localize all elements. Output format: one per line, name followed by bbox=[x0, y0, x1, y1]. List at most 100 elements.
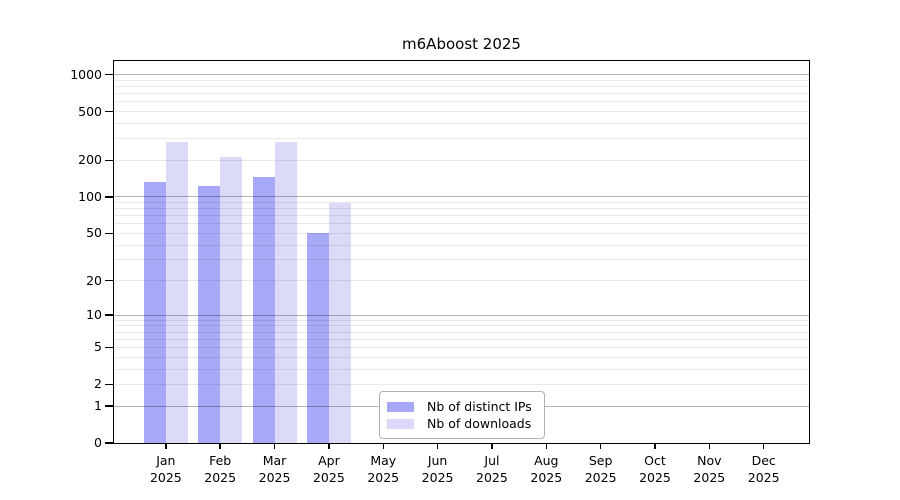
gridline-minor-7 bbox=[114, 331, 809, 333]
gridline-minor-2 bbox=[114, 383, 809, 385]
gridlines-layer bbox=[114, 61, 809, 443]
x-tick-mark-jun bbox=[436, 444, 439, 449]
x-tick-label-year: 2025 bbox=[476, 470, 508, 485]
gridline-minor-300 bbox=[114, 138, 809, 140]
y-tick-mark-500 bbox=[105, 110, 113, 113]
y-tick-label-500: 500 bbox=[78, 103, 102, 119]
chart-title: m6Aboost 2025 bbox=[402, 35, 521, 53]
gridline-minor-30 bbox=[114, 259, 809, 261]
x-tick-mark-feb bbox=[219, 444, 221, 449]
gridline-minor-5 bbox=[114, 346, 809, 348]
gridline-minor-40 bbox=[114, 244, 809, 246]
bar-downloads-feb bbox=[220, 156, 243, 443]
y-tick-mark-20 bbox=[105, 279, 113, 282]
gridline-minor-700 bbox=[114, 93, 809, 95]
gridline-minor-4 bbox=[114, 356, 809, 358]
gridline-major-100 bbox=[114, 196, 809, 198]
x-tick-label-aug: Aug 2025 bbox=[504, 452, 588, 486]
x-tick-label-year: 2025 bbox=[204, 470, 237, 485]
gridline-minor-80 bbox=[114, 208, 809, 210]
y-tick-mark-2 bbox=[105, 383, 113, 386]
y-tick-label-200: 200 bbox=[78, 152, 102, 168]
x-tick-label-year: 2025 bbox=[530, 470, 563, 485]
y-tick-label-5: 5 bbox=[94, 339, 102, 355]
x-tick-label-month: Apr bbox=[318, 453, 340, 468]
gridline-minor-500 bbox=[114, 111, 809, 113]
gridline-minor-6 bbox=[114, 338, 809, 340]
gridline-major-1000 bbox=[114, 74, 809, 76]
bar-downloads-apr bbox=[328, 202, 351, 443]
gridline-major-10 bbox=[114, 314, 809, 316]
bar-distinct-ips-mar bbox=[252, 176, 275, 443]
gridline-minor-50 bbox=[114, 232, 809, 234]
x-tick-label-year: 2025 bbox=[367, 470, 400, 485]
legend-label-distinct-ips: Nb of distinct IPs bbox=[427, 399, 532, 414]
x-tick-mark-jan bbox=[165, 444, 167, 449]
x-tick-label-month: Nov bbox=[697, 453, 722, 468]
x-tick-mark-mar bbox=[273, 444, 276, 449]
x-tick-label-year: 2025 bbox=[747, 470, 780, 485]
y-tick-mark-1000 bbox=[105, 73, 113, 76]
x-tick-mark-oct bbox=[654, 444, 656, 449]
legend-label-downloads: Nb of downloads bbox=[427, 416, 532, 431]
x-tick-mark-nov bbox=[708, 444, 711, 449]
gridline-minor-8 bbox=[114, 325, 809, 327]
legend-row-downloads: Nb of downloads bbox=[387, 415, 536, 432]
x-tick-mark-dec bbox=[762, 444, 765, 449]
x-tick-mark-apr bbox=[328, 444, 330, 449]
x-tick-label-year: 2025 bbox=[421, 470, 454, 485]
x-tick-mark-aug bbox=[545, 444, 547, 449]
x-tick-label-month: Oct bbox=[644, 453, 666, 468]
x-tick-label-apr: Apr 2025 bbox=[287, 452, 371, 486]
x-tick-mark-jul bbox=[491, 444, 493, 449]
y-tick-label-20: 20 bbox=[86, 272, 102, 288]
gridline-minor-900 bbox=[114, 79, 809, 81]
gridline-minor-20 bbox=[114, 280, 809, 282]
x-tick-label-nov: Nov 2025 bbox=[667, 452, 751, 486]
gridline-minor-600 bbox=[114, 101, 809, 103]
x-tick-label-year: 2025 bbox=[149, 470, 182, 485]
x-tick-label-month: Jan bbox=[156, 453, 176, 468]
gridline-minor-800 bbox=[114, 86, 809, 88]
plot-area: Nb of distinct IPs Nb of downloads bbox=[113, 60, 810, 444]
y-tick-label-10: 10 bbox=[86, 307, 102, 323]
legend: Nb of distinct IPs Nb of downloads bbox=[379, 391, 545, 439]
gridline-minor-60 bbox=[114, 223, 809, 225]
gridline-minor-3 bbox=[114, 368, 809, 370]
bar-downloads-mar bbox=[274, 142, 297, 443]
x-tick-label-sep: Sep 2025 bbox=[559, 452, 643, 486]
gridline-minor-9 bbox=[114, 319, 809, 321]
x-tick-label-oct: Oct 2025 bbox=[613, 452, 697, 486]
x-tick-label-month: Jul bbox=[484, 453, 500, 468]
x-tick-label-jan: Jan 2025 bbox=[124, 452, 208, 486]
y-tick-mark-50 bbox=[105, 232, 113, 235]
x-tick-label-year: 2025 bbox=[639, 470, 671, 485]
bar-downloads-jan bbox=[165, 142, 188, 443]
x-tick-label-month: Jun bbox=[427, 453, 448, 468]
x-tick-label-year: 2025 bbox=[693, 470, 726, 485]
y-tick-mark-100 bbox=[105, 196, 113, 198]
y-tick-mark-10 bbox=[105, 314, 113, 316]
x-tick-label-jul: Jul 2025 bbox=[450, 452, 534, 486]
y-tick-mark-200 bbox=[105, 159, 113, 161]
x-tick-label-month: Dec bbox=[751, 453, 776, 468]
bars-layer bbox=[114, 61, 809, 443]
y-tick-mark-1 bbox=[105, 405, 113, 407]
y-tick-mark-5 bbox=[105, 346, 113, 349]
y-tick-label-1: 1 bbox=[94, 398, 102, 414]
x-tick-label-month: May bbox=[370, 453, 397, 468]
x-tick-label-dec: Dec 2025 bbox=[722, 452, 806, 486]
gridline-minor-200 bbox=[114, 159, 809, 161]
x-tick-label-jun: Jun 2025 bbox=[396, 452, 480, 486]
gridline-minor-400 bbox=[114, 122, 809, 124]
gridline-minor-90 bbox=[114, 201, 809, 203]
x-tick-label-may: May 2025 bbox=[341, 452, 425, 486]
x-tick-label-month: Sep bbox=[588, 453, 613, 468]
y-tick-label-100: 100 bbox=[78, 188, 102, 204]
legend-row-distinct-ips: Nb of distinct IPs bbox=[387, 398, 536, 415]
x-tick-label-mar: Mar 2025 bbox=[233, 452, 317, 486]
x-tick-label-year: 2025 bbox=[584, 470, 617, 485]
bar-distinct-ips-feb bbox=[198, 186, 221, 443]
legend-swatch-downloads bbox=[387, 418, 414, 429]
